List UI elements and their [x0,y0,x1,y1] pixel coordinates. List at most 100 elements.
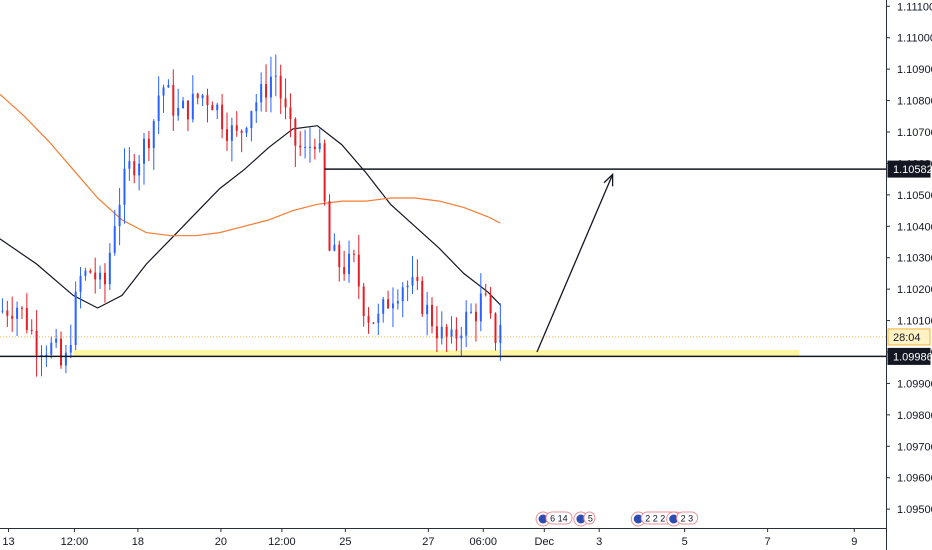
candle-body[interactable] [421,280,424,315]
candle-body[interactable] [484,293,487,295]
price-axis-label[interactable]: 1.10500 [897,190,932,202]
candle[interactable] [186,100,189,132]
candle-body[interactable] [460,335,463,339]
candle-body[interactable] [455,329,458,339]
candle-body[interactable] [79,275,82,292]
candle-body[interactable] [25,307,28,330]
candle[interactable] [225,112,228,151]
candle[interactable] [406,280,409,302]
candle[interactable] [396,289,399,310]
time-axis-label[interactable]: 18 [132,536,144,548]
candle[interactable] [221,94,224,139]
candle-body[interactable] [191,93,194,120]
candle[interactable] [30,319,33,335]
candle-body[interactable] [1,310,4,312]
candle-body[interactable] [299,145,302,148]
candle[interactable] [74,281,77,351]
event-marker[interactable]: 2 3 [666,511,699,527]
price-axis-label[interactable]: 1.09700 [897,441,932,453]
candle[interactable] [6,300,9,328]
candle-body[interactable] [230,125,233,141]
time-axis-label[interactable]: 5 [682,536,688,548]
price-axis-label[interactable]: 1.10100 [897,316,932,328]
candle[interactable] [16,301,19,337]
candle[interactable] [372,321,375,325]
candle[interactable] [460,327,463,357]
candle-body[interactable] [260,84,263,103]
candle[interactable] [201,93,204,107]
candle-body[interactable] [138,163,141,176]
candle-body[interactable] [435,326,438,339]
candle[interactable] [445,323,448,352]
candle-body[interactable] [382,299,385,314]
candle-body[interactable] [333,244,336,251]
candle-body[interactable] [60,338,63,366]
candle-body[interactable] [489,294,492,314]
candle[interactable] [216,102,219,120]
candle-body[interactable] [391,303,394,309]
candle-body[interactable] [367,315,370,323]
candle[interactable] [128,147,131,181]
candle[interactable] [299,131,302,157]
time-axis-label[interactable]: 12:00 [61,536,89,548]
trend-arrow-line[interactable] [536,174,614,353]
candle[interactable] [362,282,365,327]
candle-body[interactable] [196,93,199,99]
candle-body[interactable] [94,272,97,280]
candle-body[interactable] [35,330,38,356]
candle-body[interactable] [216,104,219,111]
candle[interactable] [147,130,150,162]
candle-body[interactable] [147,138,150,149]
candle[interactable] [352,249,355,263]
candle[interactable] [377,303,380,336]
candle-body[interactable] [470,311,473,313]
candle-body[interactable] [338,244,341,268]
candle[interactable] [416,259,419,290]
candle[interactable] [318,128,321,153]
candle-body[interactable] [186,100,189,120]
candle-body[interactable] [167,85,170,88]
candlesticks[interactable] [1,54,502,377]
candle[interactable] [250,110,253,142]
candle-body[interactable] [431,304,434,327]
candle-body[interactable] [348,253,351,275]
candle-body[interactable] [387,299,390,309]
candle[interactable] [294,117,297,168]
candle[interactable] [133,154,136,184]
candle[interactable] [191,75,194,123]
candle-body[interactable] [20,307,23,309]
candle-body[interactable] [245,128,248,133]
candle-body[interactable] [416,276,419,281]
candle[interactable] [279,64,282,114]
candle-body[interactable] [103,272,106,285]
candle-body[interactable] [225,129,228,141]
candle[interactable] [152,119,155,170]
candle-body[interactable] [289,107,292,119]
candle-body[interactable] [357,254,360,287]
candle-body[interactable] [313,146,316,150]
candle[interactable] [84,267,87,281]
candle-body[interactable] [377,313,380,323]
candle-body[interactable] [108,252,111,285]
price-axis-label[interactable]: 1.09600 [897,473,932,485]
candle-body[interactable] [55,338,58,343]
price-axis-label[interactable]: 1.09500 [897,504,932,516]
event-marker[interactable]: 5 [573,511,596,527]
time-axis[interactable]: 13 12:00 18 20 12:00 25 27 06:00 Dec 3 5 7 9 [2,528,857,548]
candle-body[interactable] [362,286,365,316]
candle-body[interactable] [6,310,9,316]
annotations[interactable] [0,168,886,358]
candle-body[interactable] [152,121,155,149]
candle-body[interactable] [113,226,116,253]
event-markers[interactable]: 6 14 5 2 2 2 3 2 3 [535,511,699,527]
price-axis-label[interactable]: 1.10900 [897,64,932,76]
candle-body[interactable] [426,304,429,315]
candle[interactable] [94,257,97,294]
candle[interactable] [211,101,214,111]
candle[interactable] [50,336,53,359]
candle-body[interactable] [30,329,33,331]
candle-body[interactable] [465,311,468,336]
candle[interactable] [484,283,487,297]
time-axis-label[interactable]: 25 [339,536,351,548]
candle-body[interactable] [182,100,185,108]
